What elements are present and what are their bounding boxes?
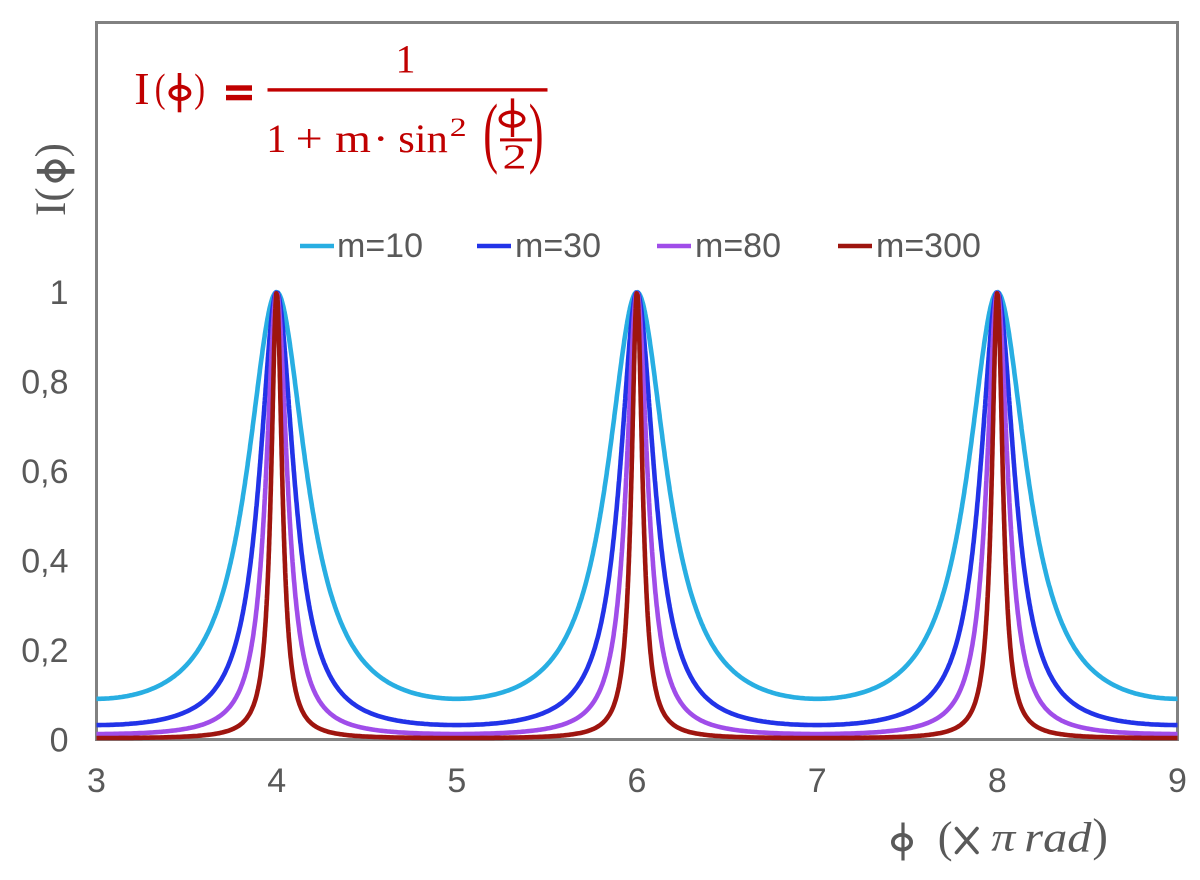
- svg-text:): ): [1092, 810, 1108, 862]
- svg-text:sin: sin: [398, 116, 447, 161]
- svg-text:4: 4: [267, 762, 286, 800]
- svg-text:m=80: m=80: [695, 227, 781, 265]
- svg-text:9: 9: [1168, 762, 1187, 800]
- svg-text:6: 6: [628, 762, 647, 800]
- svg-text:): ): [28, 143, 75, 157]
- svg-text:m=10: m=10: [337, 227, 423, 265]
- svg-text:0,6: 0,6: [21, 453, 68, 491]
- svg-text:π: π: [991, 815, 1017, 859]
- svg-text:0,2: 0,2: [21, 632, 68, 670]
- svg-text:(: (: [483, 88, 498, 175]
- svg-text:m=30: m=30: [515, 227, 601, 265]
- svg-text:I: I: [134, 63, 149, 114]
- svg-text:8: 8: [988, 762, 1007, 800]
- svg-text:1: 1: [266, 116, 286, 161]
- svg-text:0: 0: [50, 721, 69, 759]
- svg-text:m=300: m=300: [876, 227, 981, 265]
- svg-text:2: 2: [503, 138, 527, 177]
- svg-text:7: 7: [808, 762, 827, 800]
- svg-text:(: (: [938, 812, 953, 862]
- svg-text:I(: I(: [28, 187, 75, 216]
- svg-text:0,4: 0,4: [21, 542, 68, 580]
- svg-text:1: 1: [50, 274, 69, 312]
- svg-text:·: ·: [373, 117, 389, 161]
- svg-text:5: 5: [447, 762, 466, 800]
- svg-text:0,8: 0,8: [21, 363, 68, 401]
- svg-text:): ): [194, 66, 205, 110]
- svg-text:m: m: [335, 118, 371, 162]
- svg-text:+: +: [296, 117, 323, 161]
- svg-text:): ): [529, 88, 544, 175]
- svg-text:2: 2: [450, 113, 467, 142]
- svg-text:(: (: [155, 66, 166, 110]
- svg-text:rad: rad: [1024, 814, 1091, 860]
- svg-text:1: 1: [396, 37, 416, 82]
- svg-text:3: 3: [87, 762, 106, 800]
